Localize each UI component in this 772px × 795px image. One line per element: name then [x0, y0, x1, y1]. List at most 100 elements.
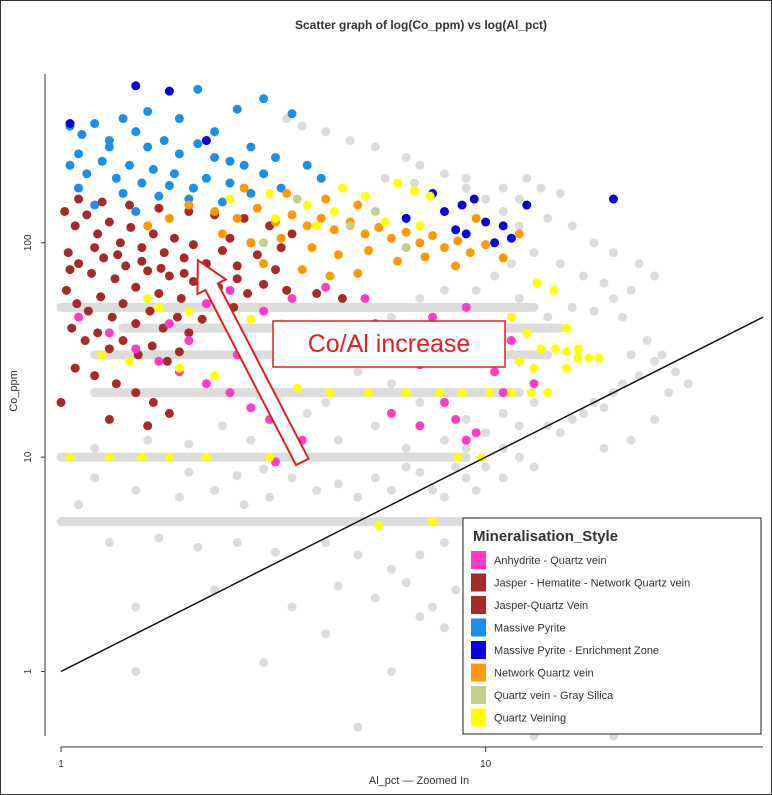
legend-title: Mineralisation_Style [473, 528, 618, 545]
legend: Mineralisation_Style Anhydrite - Quartz v… [462, 517, 762, 735]
background-point [380, 173, 390, 183]
data-point [65, 119, 75, 129]
legend-label: Jasper-Quartz Vein [494, 600, 588, 612]
background-point [461, 414, 471, 424]
data-point [302, 200, 312, 210]
background-point [410, 178, 420, 188]
data-point [360, 229, 370, 239]
data-point [113, 250, 123, 260]
background-point [529, 397, 539, 407]
data-point [70, 221, 80, 231]
data-point [164, 408, 174, 418]
background-point [386, 312, 396, 322]
data-point [514, 229, 524, 239]
data-point [77, 130, 87, 140]
background-point [599, 443, 609, 453]
background-point [131, 485, 141, 495]
data-point [137, 256, 147, 266]
data-point [420, 252, 430, 262]
background-point [353, 550, 363, 560]
data-point [297, 265, 307, 275]
data-point [148, 229, 158, 239]
chart-title: Scatter graph of log(Co_ppm) vs log(Al_p… [295, 18, 547, 32]
data-point [282, 285, 292, 295]
data-point [118, 299, 128, 309]
background-point [555, 428, 565, 438]
data-point [392, 178, 402, 188]
background-point [415, 612, 425, 622]
data-point [239, 160, 249, 170]
data-point [246, 403, 256, 413]
background-point [439, 623, 449, 633]
background-point [567, 414, 577, 424]
data-point [90, 371, 100, 381]
background-point [578, 408, 588, 418]
data-point [118, 336, 128, 346]
series-massive-pyrite-enrichment-zone [65, 81, 618, 248]
background-point [608, 248, 618, 258]
data-point [217, 197, 227, 207]
data-point [232, 261, 242, 271]
data-point [529, 363, 539, 373]
data-point [148, 164, 158, 174]
data-point [217, 246, 227, 256]
data-point [110, 274, 120, 284]
background-point [555, 259, 565, 269]
data-point [573, 344, 583, 354]
data-point [143, 266, 153, 276]
reference-line [60, 316, 764, 673]
data-point [246, 188, 256, 198]
data-point [225, 285, 235, 295]
data-point [337, 293, 347, 303]
legend-swatch [471, 708, 486, 727]
data-point [97, 156, 107, 166]
data-point [465, 248, 475, 258]
data-point [83, 306, 93, 316]
legend-label: Massive Pyrite [494, 623, 566, 635]
data-point [259, 169, 269, 179]
background-point [415, 397, 425, 407]
background-point [271, 547, 281, 557]
data-point [292, 383, 302, 393]
data-point [107, 312, 117, 322]
legend-swatch [471, 573, 486, 592]
data-point [131, 282, 141, 292]
background-point [514, 194, 524, 204]
data-point [131, 206, 141, 216]
data-point [131, 81, 141, 91]
background-point [302, 408, 312, 418]
data-point [608, 194, 618, 204]
data-point [471, 428, 481, 438]
data-point [137, 452, 147, 462]
data-point [87, 268, 97, 278]
data-point [197, 314, 207, 324]
data-point [184, 206, 194, 216]
data-point [386, 408, 396, 418]
data-point [143, 106, 153, 116]
data-point [201, 136, 211, 146]
data-point [498, 253, 508, 263]
background-point [104, 537, 114, 547]
data-point [111, 379, 121, 389]
data-point [60, 206, 70, 216]
data-point [522, 328, 532, 338]
x-tick-label: 1 [58, 759, 64, 770]
background-point [650, 356, 660, 366]
data-point [246, 314, 256, 324]
data-point [104, 217, 114, 227]
data-point [457, 200, 467, 210]
data-point [225, 388, 235, 398]
data-point [529, 379, 539, 389]
background-point [461, 443, 471, 453]
background-point [386, 666, 396, 676]
background-point [210, 485, 220, 495]
data-point [282, 188, 292, 198]
y-tick-label: 100 [23, 234, 34, 251]
data-point [99, 253, 109, 263]
background-point [321, 127, 331, 137]
background-point [481, 428, 491, 438]
background-point [599, 278, 609, 288]
data-point [118, 114, 128, 124]
background-point [626, 435, 636, 445]
background-point [312, 485, 322, 495]
